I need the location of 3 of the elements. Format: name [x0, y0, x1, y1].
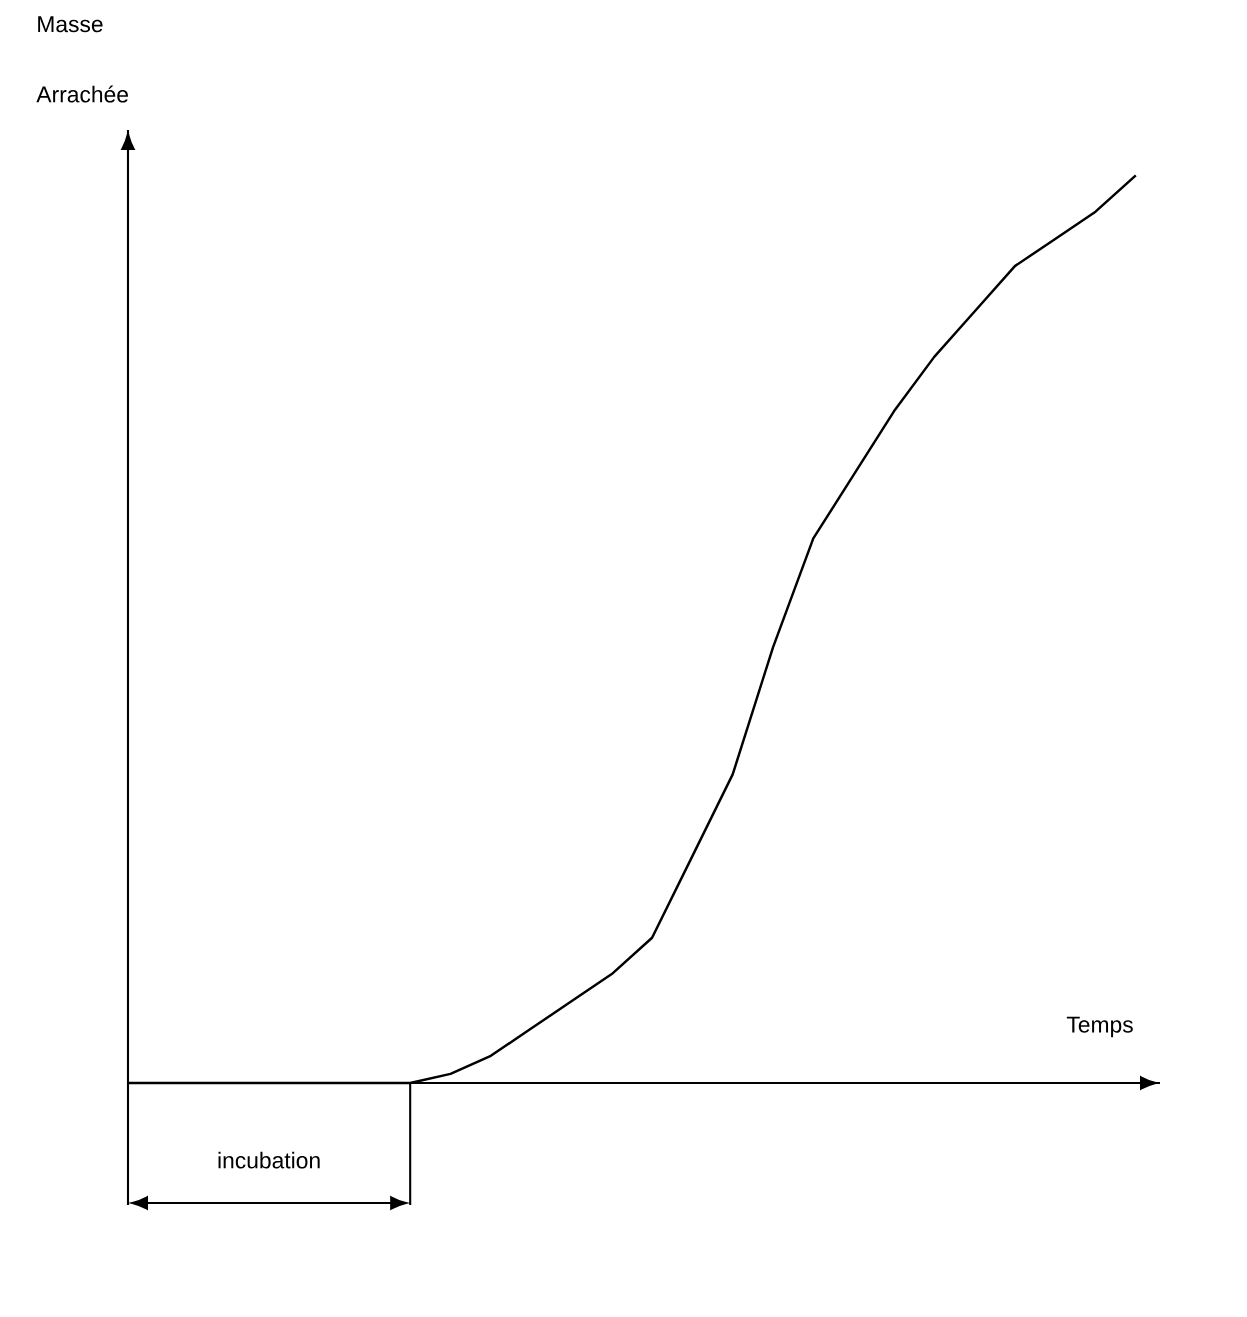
x-axis-title: Temps [1066, 1016, 1133, 1038]
text: incubation [218, 1151, 320, 1169]
text: Masse Arrachée [36, 16, 128, 103]
